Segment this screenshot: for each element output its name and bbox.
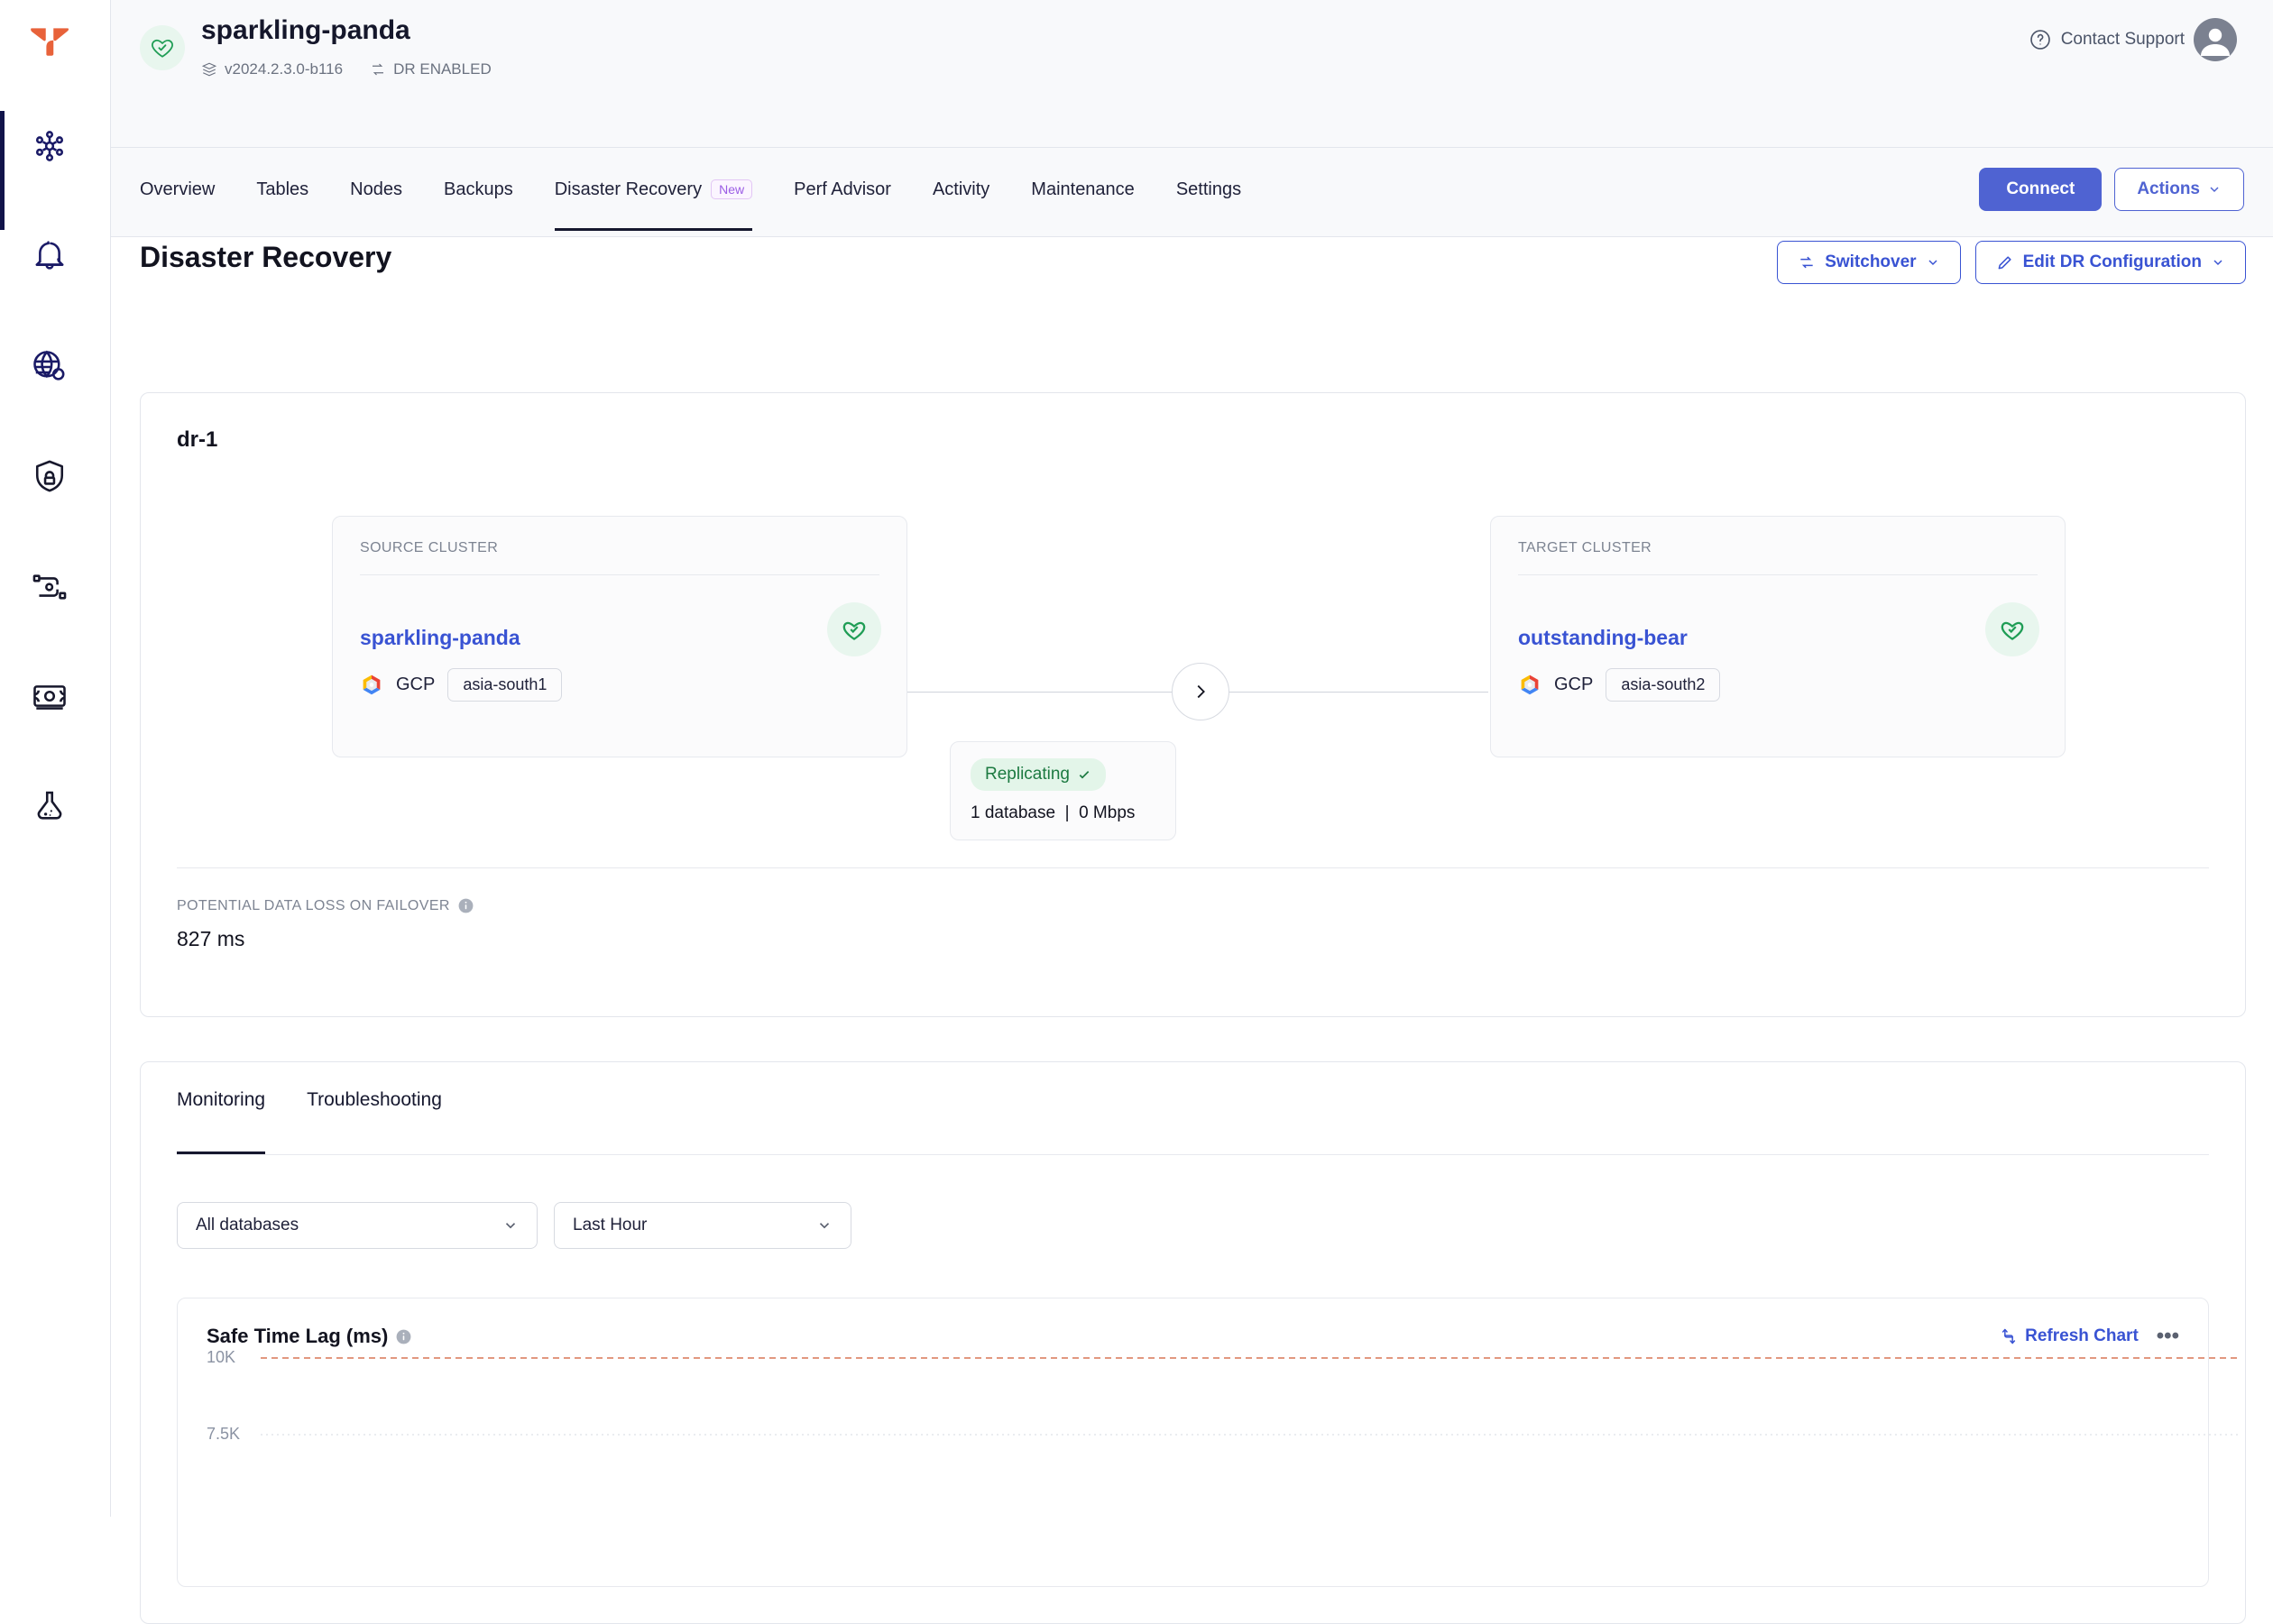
svg-text:10K: 10K [207, 1349, 235, 1366]
svg-text:7.5K: 7.5K [207, 1425, 240, 1443]
